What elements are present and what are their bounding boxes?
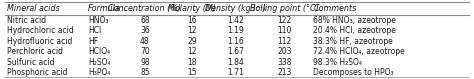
Text: HF: HF bbox=[88, 37, 98, 46]
Text: 213: 213 bbox=[277, 68, 292, 77]
Text: Phosphoric acid: Phosphoric acid bbox=[7, 68, 67, 77]
Text: Decomposes to HPO₃: Decomposes to HPO₃ bbox=[313, 68, 394, 77]
Text: Mineral acids: Mineral acids bbox=[7, 4, 59, 13]
Text: 70: 70 bbox=[140, 47, 150, 56]
Text: 48: 48 bbox=[140, 37, 150, 46]
Text: 68% HNO₃, azeotrope: 68% HNO₃, azeotrope bbox=[313, 16, 396, 25]
Text: 18: 18 bbox=[187, 58, 197, 67]
Text: 1.16: 1.16 bbox=[228, 37, 244, 46]
Text: H₃PO₄: H₃PO₄ bbox=[88, 68, 110, 77]
Text: 1.42: 1.42 bbox=[228, 16, 244, 25]
Text: 98.3% H₂SO₄: 98.3% H₂SO₄ bbox=[313, 58, 362, 67]
Text: Hydrofluoric acid: Hydrofluoric acid bbox=[7, 37, 72, 46]
Text: 1.19: 1.19 bbox=[228, 26, 244, 35]
Text: H₂SO₄: H₂SO₄ bbox=[88, 58, 110, 67]
Text: Boiling point (°C): Boiling point (°C) bbox=[250, 4, 319, 13]
Text: Formula: Formula bbox=[88, 4, 121, 13]
Text: 36: 36 bbox=[140, 26, 150, 35]
Text: 1.84: 1.84 bbox=[228, 58, 244, 67]
Text: HNO₃: HNO₃ bbox=[88, 16, 109, 25]
Text: Sulfuric acid: Sulfuric acid bbox=[7, 58, 54, 67]
Text: 16: 16 bbox=[187, 16, 197, 25]
Text: 338: 338 bbox=[277, 58, 292, 67]
Text: 72.4% HClO₄, azeotrope: 72.4% HClO₄, azeotrope bbox=[313, 47, 405, 56]
Text: 98: 98 bbox=[140, 58, 150, 67]
Text: 112: 112 bbox=[277, 37, 292, 46]
Text: 68: 68 bbox=[140, 16, 150, 25]
Text: 20.4% HCl, azeotrope: 20.4% HCl, azeotrope bbox=[313, 26, 396, 35]
Text: 1.67: 1.67 bbox=[228, 47, 244, 56]
Text: Nitric acid: Nitric acid bbox=[7, 16, 46, 25]
Text: 1.71: 1.71 bbox=[228, 68, 244, 77]
Text: Hydrochloric acid: Hydrochloric acid bbox=[7, 26, 73, 35]
Text: Comments: Comments bbox=[313, 4, 356, 13]
Text: 38.3% HF, azeotrope: 38.3% HF, azeotrope bbox=[313, 37, 393, 46]
Text: Density (kg l⁻¹): Density (kg l⁻¹) bbox=[205, 4, 266, 13]
Text: 85: 85 bbox=[140, 68, 150, 77]
Text: 122: 122 bbox=[277, 16, 292, 25]
Text: 12: 12 bbox=[187, 47, 197, 56]
Text: Concentration (%): Concentration (%) bbox=[109, 4, 182, 13]
Text: HCl: HCl bbox=[88, 26, 101, 35]
Text: 203: 203 bbox=[277, 47, 292, 56]
Text: Perchloric acid: Perchloric acid bbox=[7, 47, 63, 56]
Text: 29: 29 bbox=[187, 37, 197, 46]
Text: HClO₄: HClO₄ bbox=[88, 47, 110, 56]
Text: 15: 15 bbox=[187, 68, 197, 77]
Text: 110: 110 bbox=[277, 26, 292, 35]
Text: 12: 12 bbox=[187, 26, 197, 35]
Text: Molarity (M): Molarity (M) bbox=[168, 4, 216, 13]
